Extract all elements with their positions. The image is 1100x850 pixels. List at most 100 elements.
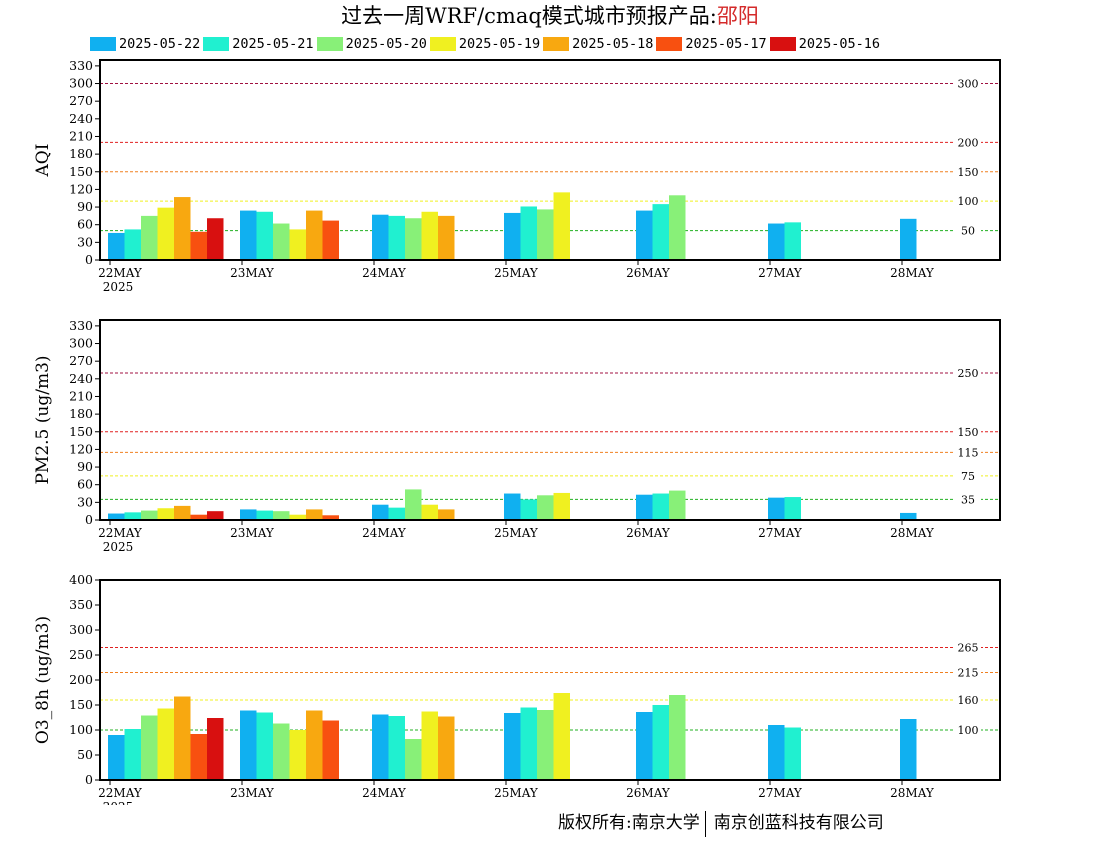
reference-label-bg [955, 641, 981, 654]
bar [553, 192, 570, 260]
bar [240, 509, 257, 520]
y-tick-label: 180 [69, 406, 93, 421]
bar [768, 497, 785, 520]
y-tick-label: 400 [69, 572, 93, 587]
x-tick-label: 25MAY [494, 526, 539, 540]
x-tick-label: 23MAY [230, 526, 275, 540]
y-axis-label: AQI [33, 144, 53, 178]
charts-area: 3002001501005003060901201501802102402703… [33, 58, 1001, 805]
bar [421, 504, 438, 520]
reference-label: 50 [961, 225, 975, 238]
y-tick-label: 0 [85, 252, 93, 267]
x-tick-label: 22MAY [98, 526, 143, 540]
title-city: 邵阳 [716, 4, 759, 28]
bar [124, 512, 141, 520]
bar [669, 195, 686, 260]
legend-item: 2025-05-18 [543, 35, 653, 53]
bar [652, 493, 669, 520]
reference-label-bg [955, 165, 981, 178]
reference-label: 215 [958, 667, 979, 680]
bar [405, 218, 422, 260]
bar [405, 739, 422, 780]
y-tick-label: 300 [69, 622, 93, 637]
copyright-right: 南京创蓝科技有限公司 [713, 813, 884, 833]
y-tick-label: 240 [69, 111, 93, 126]
bar [520, 707, 537, 780]
x-tick-label: 28MAY [890, 526, 935, 540]
y-tick-label: 180 [69, 146, 93, 161]
bar [273, 723, 290, 780]
bar [372, 504, 389, 520]
chart-title: 过去一周WRF/cmaq模式城市预报产品:邵阳 [0, 2, 1100, 30]
reference-label: 200 [958, 136, 979, 149]
bar [636, 712, 653, 780]
bar [306, 710, 323, 780]
bar [636, 210, 653, 260]
bar [190, 231, 207, 260]
x-tick-label: 25MAY [494, 786, 539, 800]
bar [537, 209, 554, 260]
x-year-label: 2025 [103, 280, 134, 294]
bar [652, 204, 669, 260]
y-tick-label: 270 [69, 93, 93, 108]
chart-panel-3: 265 215 160 100 0 50 100 150 200 250 300 350 400 22MA… [33, 572, 1001, 805]
y-tick-label: 30 [77, 234, 93, 249]
bar [438, 716, 455, 780]
y-tick-label: 150 [69, 697, 93, 712]
x-year-label: 2025 [103, 540, 134, 554]
reference-label-bg [955, 195, 981, 208]
plot-frame [99, 319, 1001, 521]
x-tick-label: 24MAY [362, 526, 407, 540]
legend-item: 2025-05-21 [203, 35, 314, 53]
y-tick-label: 30 [77, 494, 93, 509]
title-main: 过去一周WRF/cmaq模式城市预报产品: [341, 4, 717, 28]
y-tick-label: 150 [69, 424, 93, 439]
x-tick-label: 22MAY [98, 786, 143, 800]
bar [124, 729, 141, 780]
bar [174, 696, 191, 780]
legend-swatch [543, 37, 570, 51]
bar [322, 720, 339, 780]
bar [108, 513, 125, 520]
legend-swatch [656, 37, 683, 51]
legend-swatch [316, 37, 343, 51]
bar [669, 490, 686, 520]
legend-item: 2025-05-20 [316, 35, 427, 53]
bar [405, 489, 422, 520]
bar [388, 215, 405, 260]
reference-label-bg [955, 666, 981, 679]
bar [240, 210, 257, 260]
y-axis-label: PM2.5 (ug/m3) [33, 355, 53, 484]
x-tick-label: 26MAY [626, 266, 671, 280]
x-tick-label: 23MAY [230, 266, 275, 280]
bar [289, 730, 306, 780]
legend-label: 2025-05-20 [345, 36, 427, 52]
bar [289, 229, 306, 260]
bar [421, 211, 438, 260]
reference-label: 265 [958, 642, 979, 655]
legend-swatch [429, 37, 456, 51]
reference-label-bg [955, 136, 981, 149]
bar [553, 492, 570, 520]
legend-swatch [769, 37, 796, 51]
x-tick-label: 24MAY [362, 266, 407, 280]
y-tick-label: 210 [69, 128, 93, 143]
y-tick-label: 330 [69, 318, 93, 333]
reference-label-bg [955, 77, 981, 90]
y-tick-label: 50 [77, 747, 93, 762]
bar [289, 514, 306, 520]
bar [504, 212, 521, 260]
y-tick-label: 0 [85, 512, 93, 527]
bar [273, 223, 290, 260]
bar [537, 495, 554, 520]
bar [141, 215, 158, 260]
x-tick-label: 28MAY [890, 266, 935, 280]
y-tick-label: 350 [69, 597, 93, 612]
bar [784, 727, 801, 780]
bar [900, 218, 917, 260]
bar [553, 693, 570, 780]
copyright-separator [704, 810, 706, 837]
reference-label-bg [955, 366, 981, 379]
reference-label: 75 [961, 470, 975, 483]
bar [273, 511, 290, 520]
